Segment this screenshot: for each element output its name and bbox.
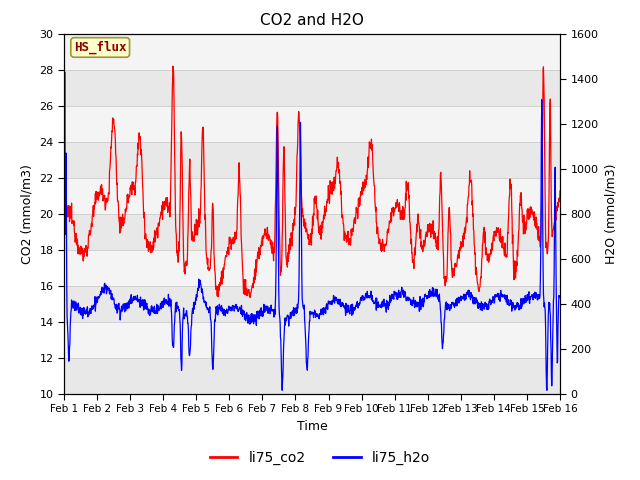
Y-axis label: H2O (mmol/m3): H2O (mmol/m3) [604,163,617,264]
Bar [64,178,560,214]
Bar [64,214,560,250]
Bar [64,34,560,70]
Y-axis label: CO2 (mmol/m3): CO2 (mmol/m3) [20,164,34,264]
Bar [64,358,560,394]
Text: HS_flux: HS_flux [74,41,127,54]
Legend: li75_co2, li75_h2o: li75_co2, li75_h2o [204,445,436,471]
Bar [64,70,560,106]
Bar [64,322,560,358]
Bar [64,106,560,142]
X-axis label: Time: Time [296,420,328,432]
Bar [64,142,560,178]
Bar [64,250,560,286]
Title: CO2 and H2O: CO2 and H2O [260,13,364,28]
Bar [64,286,560,322]
